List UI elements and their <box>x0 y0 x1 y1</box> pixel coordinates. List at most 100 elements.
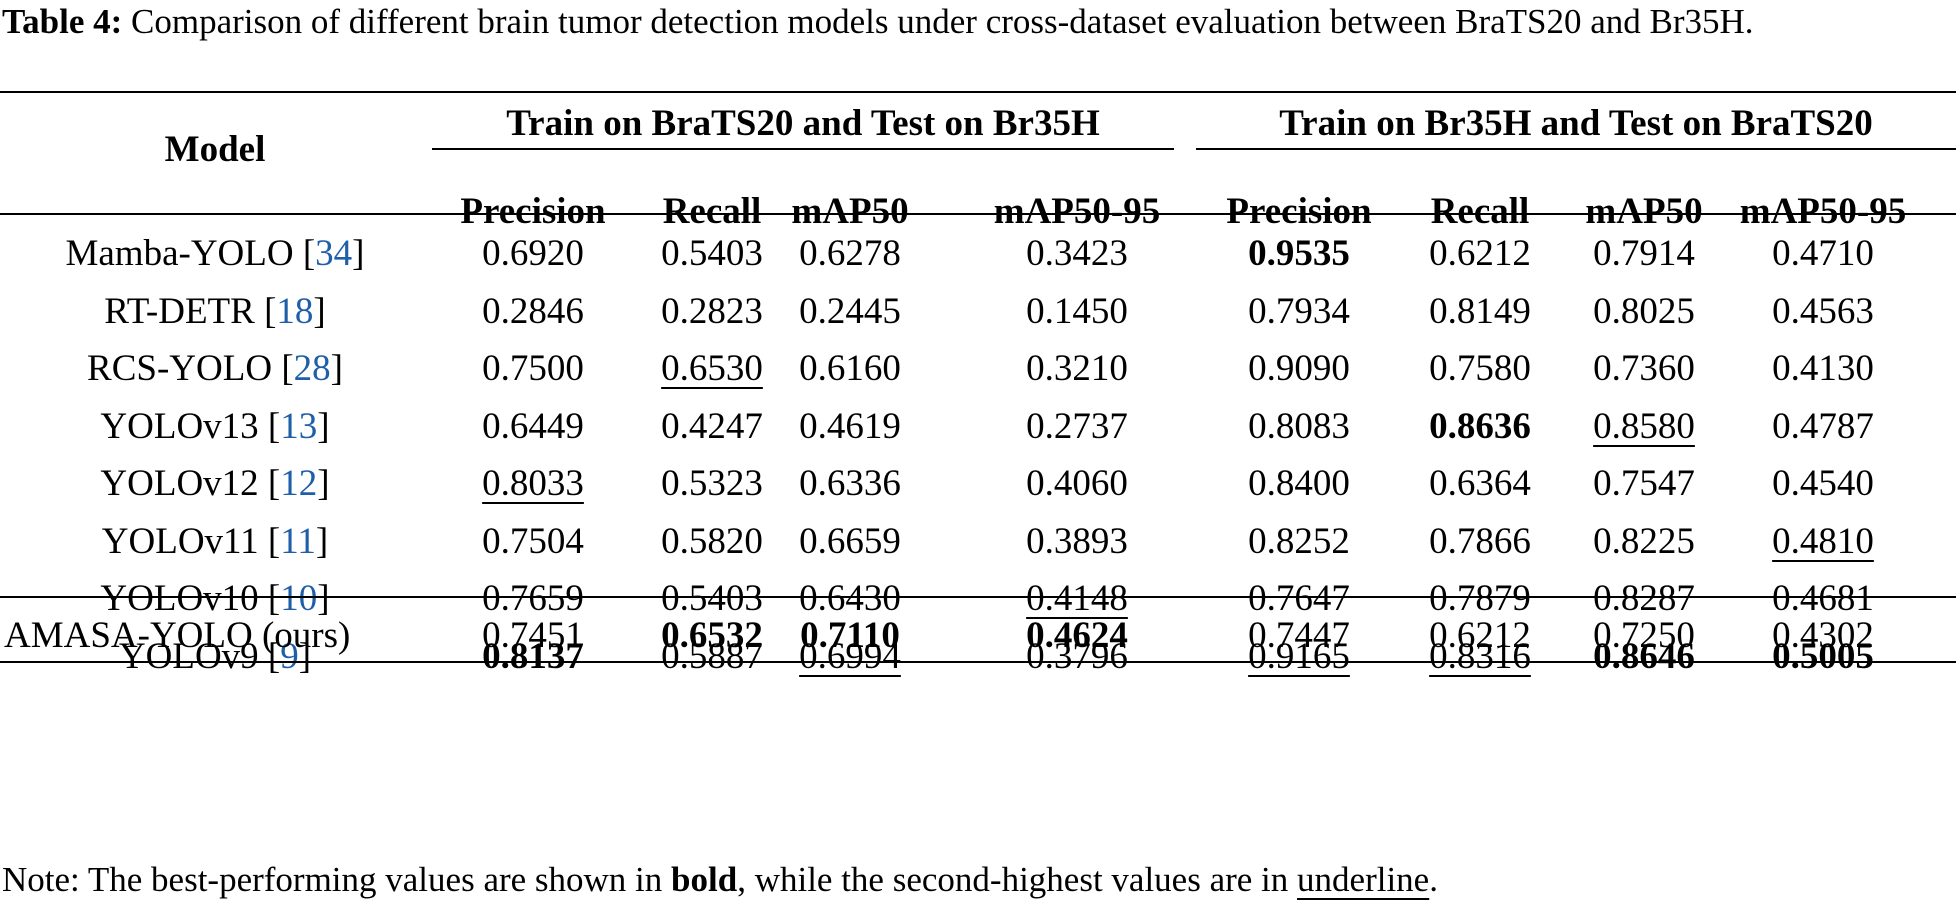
cell-value: 0.8149 <box>1429 291 1531 332</box>
cell-value: 0.8636 <box>1429 406 1531 447</box>
cell-value: 0.7866 <box>1429 521 1531 562</box>
cell-value: 0.4540 <box>1772 463 1874 504</box>
table-cell: 0.8149 <box>1395 290 1565 334</box>
table-cell: 0.8400 <box>1214 462 1384 506</box>
table-cell: 0.5887 <box>627 635 797 679</box>
table-cell: 0.4787 <box>1738 405 1908 449</box>
table-cell: 0.6449 <box>448 405 618 449</box>
cell-value: 0.8252 <box>1248 521 1350 562</box>
top-rule <box>0 91 1956 93</box>
citation-link[interactable]: 12 <box>280 463 318 504</box>
table-cell: 0.4302 <box>1738 614 1908 658</box>
cell-value: 0.8580 <box>1593 406 1695 447</box>
table-cell: 0.7451 <box>448 614 618 658</box>
cell-value: 0.9165 <box>1248 636 1350 677</box>
citation-bracket: [ <box>258 463 281 504</box>
cell-value: 0.7504 <box>482 521 584 562</box>
cell-value: 0.5005 <box>1772 636 1874 677</box>
citation-bracket: ] <box>298 636 312 677</box>
cell-value: 0.6212 <box>1429 233 1531 274</box>
cell-value: 0.3796 <box>1026 636 1128 677</box>
cell-value: 0.8033 <box>482 463 584 504</box>
table-cell: 0.3893 <box>992 520 1162 564</box>
cell-value: 0.5323 <box>661 463 763 504</box>
citation-link[interactable]: 9 <box>280 636 299 677</box>
citation-link[interactable]: 13 <box>280 406 318 447</box>
table-cell: 0.8033 <box>448 462 618 506</box>
table-cell: 0.7879 <box>1395 577 1565 621</box>
caption-text: Comparison of different brain tumor dete… <box>131 2 1754 41</box>
table-cell: 0.4563 <box>1738 290 1908 334</box>
cell-value: 0.9090 <box>1248 348 1350 389</box>
citation-link[interactable]: 11 <box>280 521 316 562</box>
table-cell: 0.7110 <box>765 614 935 658</box>
table-cell: 0.4247 <box>627 405 797 449</box>
header-rule <box>0 213 1956 215</box>
citation-bracket: ] <box>352 233 365 274</box>
citation-bracket: [ <box>258 578 281 619</box>
table-cell: 0.6659 <box>765 520 935 564</box>
cell-value: 0.3893 <box>1026 521 1128 562</box>
table-cell: 0.9165 <box>1214 635 1384 679</box>
metric-header: Precision <box>460 191 606 232</box>
cell-value: 0.8137 <box>482 636 584 677</box>
ours-rule <box>0 596 1956 598</box>
table-cell: 0.7500 <box>448 347 618 391</box>
cell-value: 0.6430 <box>799 578 901 619</box>
table-cell: 0.7504 <box>448 520 618 564</box>
model-name: YOLOv11 [11] <box>0 520 430 564</box>
table-cell: 0.8636 <box>1395 405 1565 449</box>
citation-bracket: ] <box>317 578 330 619</box>
cell-value: 0.6364 <box>1429 463 1531 504</box>
table-cell: 0.2823 <box>627 290 797 334</box>
table-cell: 0.6994 <box>765 635 935 679</box>
cell-value: 0.6532 <box>661 615 763 656</box>
cell-value: 0.8646 <box>1593 636 1695 677</box>
cell-value: 0.2737 <box>1026 406 1128 447</box>
citation-link[interactable]: 28 <box>293 348 331 389</box>
table-cell: 0.8580 <box>1559 405 1729 449</box>
table-cell: 0.7250 <box>1559 614 1729 658</box>
metric-header: Recall <box>1430 191 1530 232</box>
table-cell: 0.3796 <box>992 635 1162 679</box>
cell-value: 0.6212 <box>1429 615 1531 656</box>
ours-model-name: AMASA-YOLO (ours) <box>4 614 424 658</box>
cell-value: 0.3210 <box>1026 348 1128 389</box>
cell-value: 0.7447 <box>1248 615 1350 656</box>
cell-value: 0.6160 <box>799 348 901 389</box>
model-name: YOLOv13 [13] <box>0 405 430 449</box>
table-cell: 0.4810 <box>1738 520 1908 564</box>
citation-link[interactable]: 18 <box>276 291 314 332</box>
cell-value: 0.7879 <box>1429 578 1531 619</box>
cell-value: 0.4710 <box>1772 233 1874 274</box>
cell-value: 0.8316 <box>1429 636 1531 677</box>
table-cell: 0.6532 <box>627 614 797 658</box>
model-name-text: YOLOv10 <box>100 578 259 619</box>
citation-link[interactable]: 34 <box>315 233 353 274</box>
cell-value: 0.4563 <box>1772 291 1874 332</box>
table-cell: 0.4060 <box>992 462 1162 506</box>
cell-value: 0.2823 <box>661 291 763 332</box>
cell-value: 0.7110 <box>800 615 900 656</box>
cell-value: 0.5403 <box>661 233 763 274</box>
cell-value: 0.8225 <box>1593 521 1695 562</box>
table-cell: 0.7547 <box>1559 462 1729 506</box>
metric-header: Precision <box>1226 191 1372 232</box>
cell-value: 0.7659 <box>482 578 584 619</box>
table-cell: 0.1450 <box>992 290 1162 334</box>
caption-label: Table 4: <box>2 2 123 41</box>
table-cell: 0.5323 <box>627 462 797 506</box>
table-cell: 0.4130 <box>1738 347 1908 391</box>
model-name: RCS-YOLO [28] <box>0 347 430 391</box>
cell-value: 0.7547 <box>1593 463 1695 504</box>
table-cell: 0.7914 <box>1559 232 1729 276</box>
table-caption: Table 4: Comparison of different brain t… <box>2 0 1952 43</box>
table-cell: 0.9535 <box>1214 232 1384 276</box>
table-cell: 0.5005 <box>1738 635 1908 679</box>
cell-value: 0.6278 <box>799 233 901 274</box>
table-cell: 0.8137 <box>448 635 618 679</box>
note-underline-word: underline <box>1297 860 1430 899</box>
citation-link[interactable]: 10 <box>280 578 318 619</box>
table-cell: 0.4710 <box>1738 232 1908 276</box>
